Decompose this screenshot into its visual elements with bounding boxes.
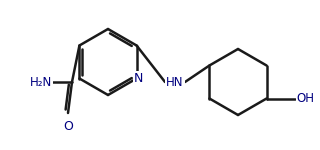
Text: N: N — [134, 72, 143, 85]
Text: OH: OH — [297, 92, 315, 105]
Text: HN: HN — [166, 75, 184, 88]
Text: O: O — [63, 120, 73, 133]
Text: H₂N: H₂N — [30, 75, 52, 88]
